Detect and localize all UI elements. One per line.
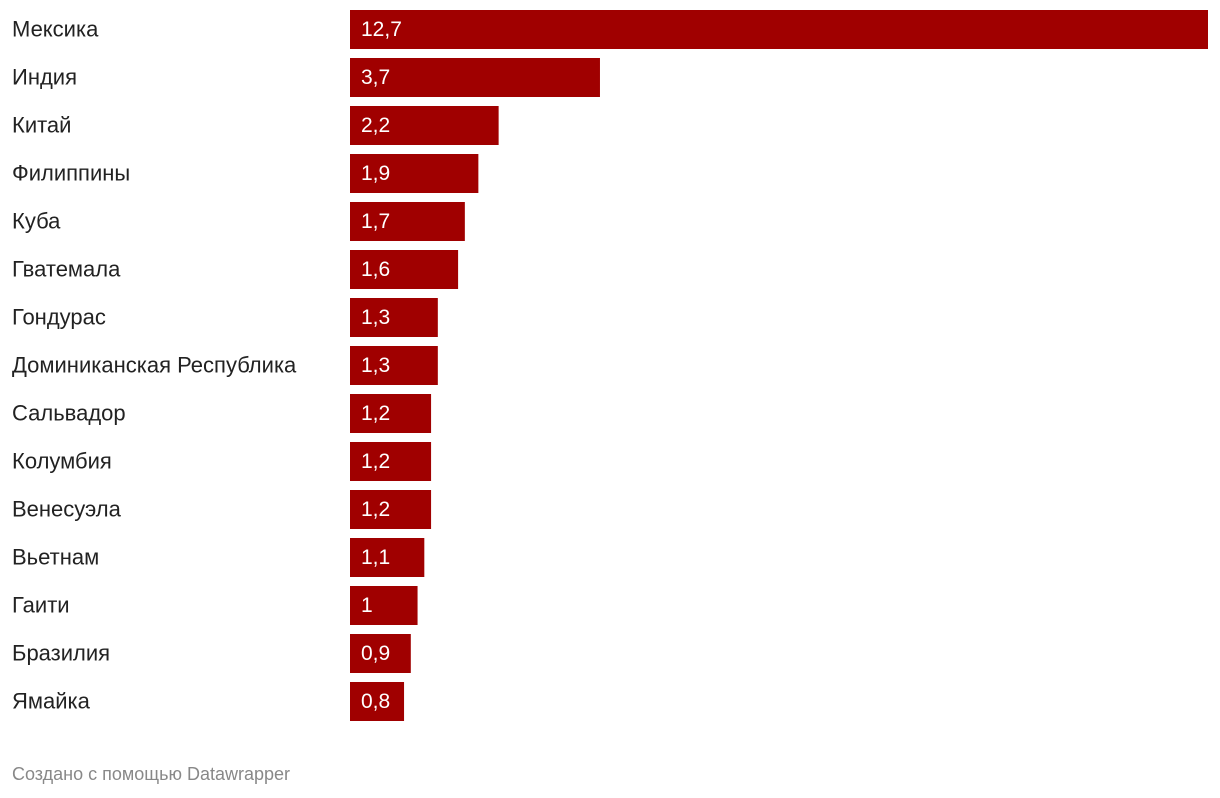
bar [350,298,438,337]
bar [350,442,432,481]
bar [350,586,418,625]
category-label: Индия [12,64,77,89]
bar [350,682,405,721]
value-label: 1,1 [361,546,390,569]
bar [350,154,479,193]
category-label: Бразилия [12,640,110,665]
value-label: 1,2 [361,402,390,425]
bar [350,10,1208,49]
bar [350,538,425,577]
bar [350,106,499,145]
value-label: 12,7 [361,18,402,41]
category-label: Ямайка [12,688,91,713]
category-label: Гондурас [12,304,106,329]
category-label: Мексика [12,16,99,41]
value-label: 1 [361,594,373,617]
bar [350,394,432,433]
bar [350,250,459,289]
category-label: Сальвадор [12,400,126,425]
category-label: Куба [12,208,61,233]
value-label: 1,7 [361,210,390,233]
value-label: 1,2 [361,498,390,521]
value-label: 2,2 [361,114,390,137]
value-label: 1,3 [361,306,390,329]
category-label: Вьетнам [12,544,99,569]
category-label: Венесуэла [12,496,122,521]
category-label: Филиппины [12,160,130,185]
value-label: 0,9 [361,642,390,665]
category-label: Доминиканская Республика [12,352,297,377]
category-label: Колумбия [12,448,112,473]
category-label: Гаити [12,592,70,617]
value-label: 3,7 [361,66,390,89]
footer-credit: Создано с помощью Datawrapper [12,764,290,784]
value-label: 1,3 [361,354,390,377]
bar [350,490,432,529]
bar [350,202,465,241]
value-label: 1,6 [361,258,390,281]
category-label: Китай [12,112,71,137]
value-label: 0,8 [361,690,390,713]
bar [350,346,438,385]
category-label: Гватемала [12,256,121,281]
bar [350,634,411,673]
bar [350,58,600,97]
value-label: 1,9 [361,162,390,185]
value-label: 1,2 [361,450,390,473]
